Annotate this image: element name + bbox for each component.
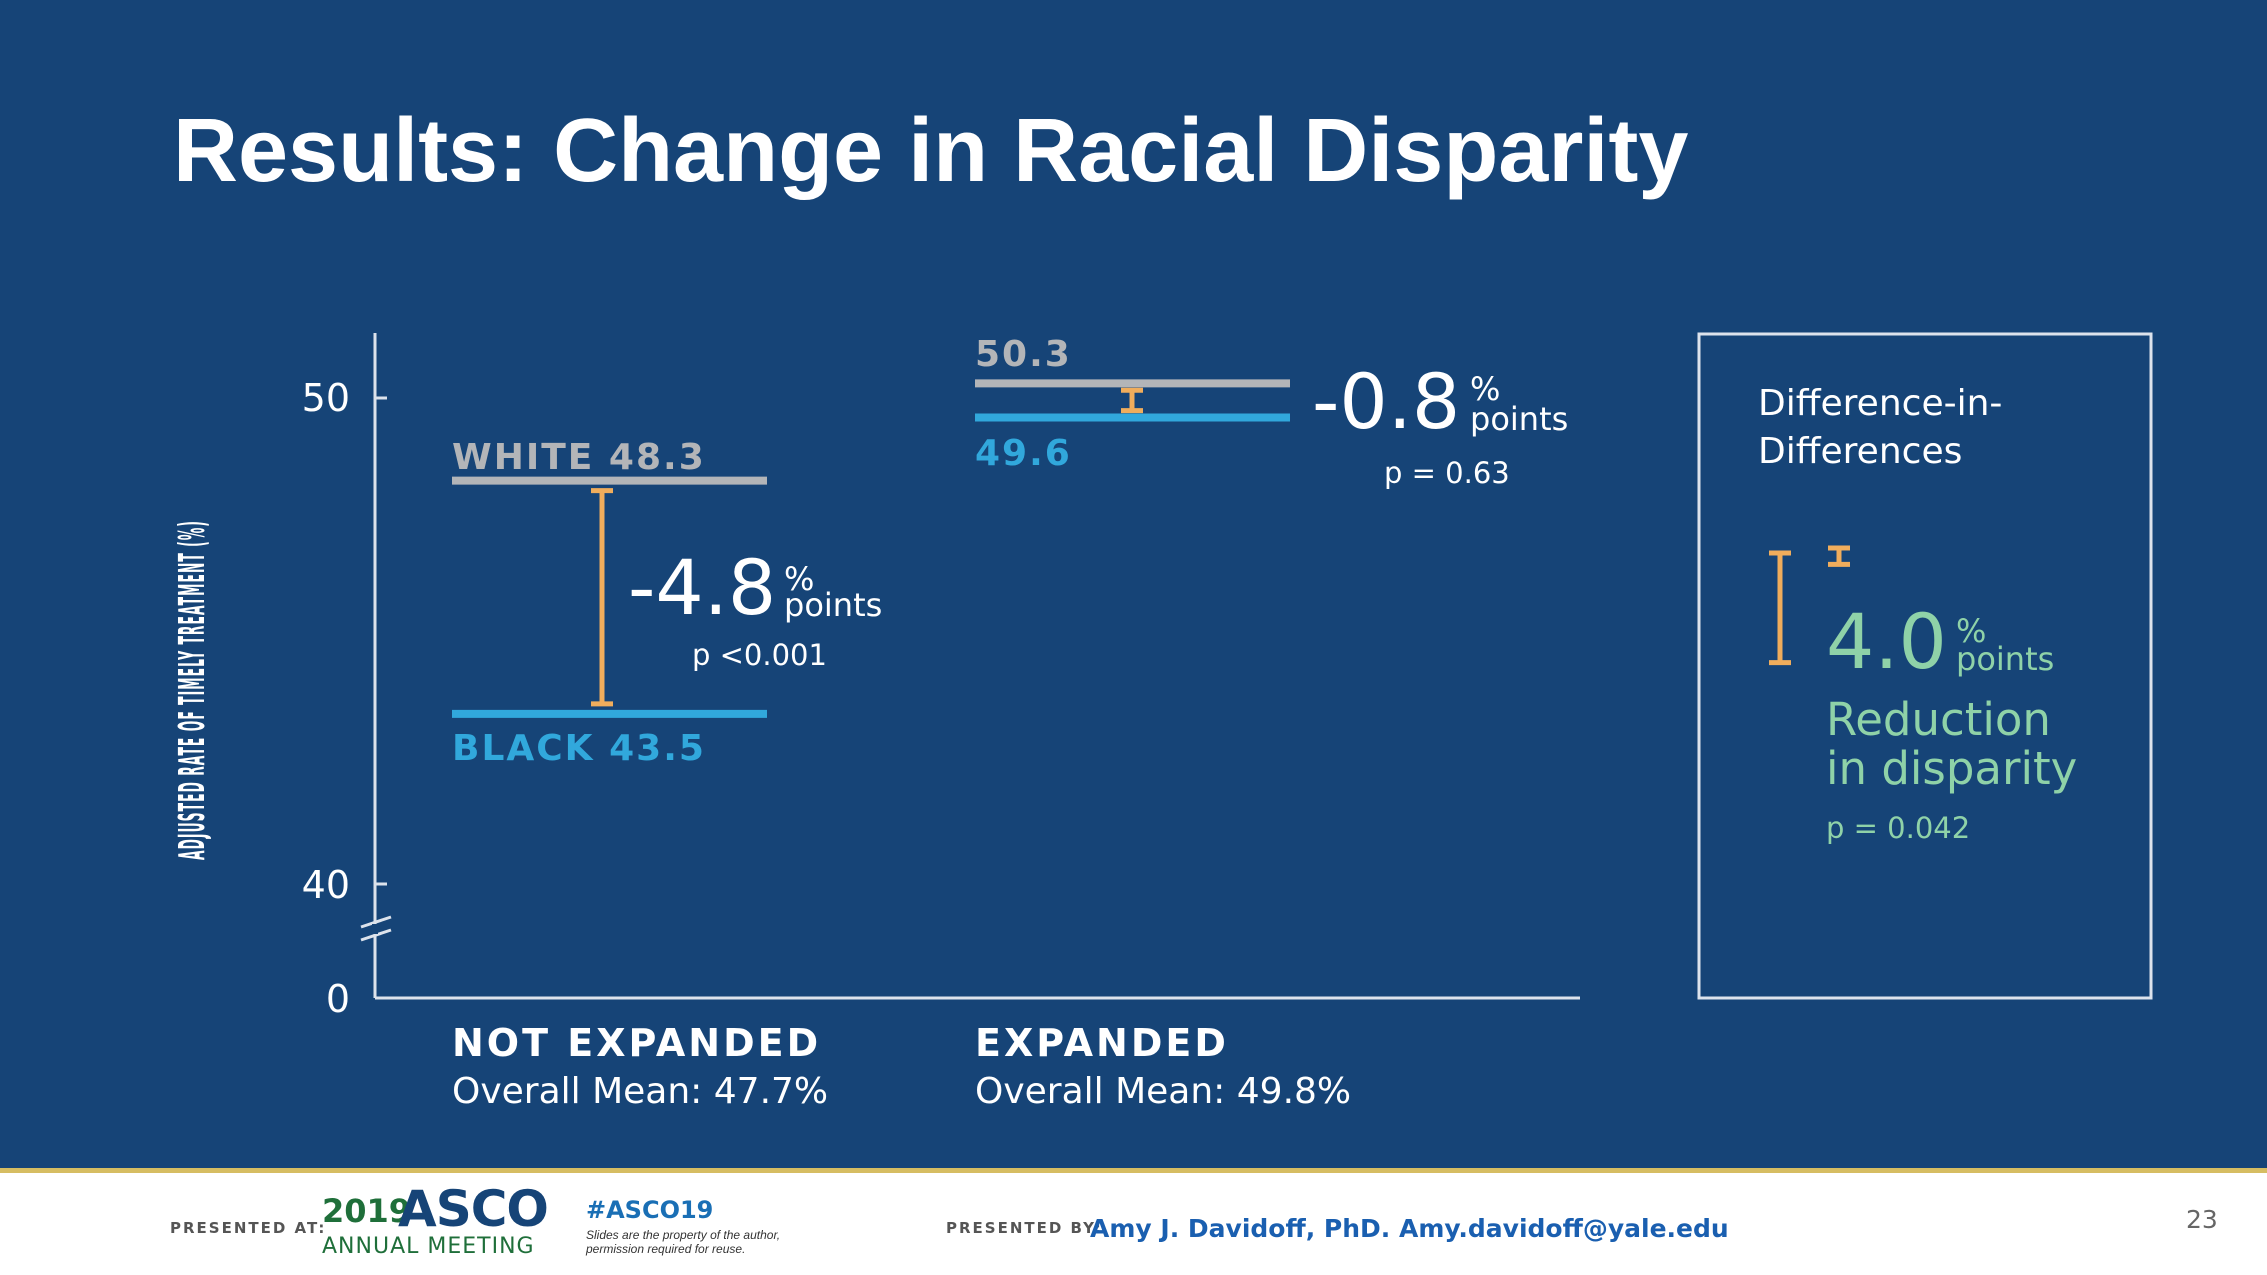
expanded-diff-unit: points xyxy=(1470,400,1568,438)
expanded-black-label: 49.6 xyxy=(975,433,1072,474)
not-expanded-error-bar xyxy=(591,488,613,707)
y-axis-label: ADJUSTED RATE OF TIMELY TREATMENT (%) xyxy=(172,520,213,860)
did-pct: % xyxy=(1956,612,1986,650)
expanded-error-bar xyxy=(1121,387,1143,414)
expanded-p-value: p = 0.63 xyxy=(1384,456,1510,490)
not-expanded-group-label: NOT EXPANDED xyxy=(452,1021,821,1065)
asco-logo: ASCO xyxy=(398,1180,549,1238)
footer-divider xyxy=(0,1168,2267,1173)
presented-by-label: PRESENTED BY: xyxy=(946,1219,1103,1237)
page-number: 23 xyxy=(2186,1205,2218,1234)
did-large-error-bar xyxy=(1769,550,1791,666)
y-tick-label-0: 0 xyxy=(326,977,350,1021)
not-expanded-mean-label: Overall Mean: 47.7% xyxy=(452,1071,828,1112)
y-tick-label-50: 50 xyxy=(302,376,350,420)
did-unit: points xyxy=(1956,640,2054,678)
expanded-mean-label: Overall Mean: 49.8% xyxy=(975,1071,1351,1112)
not-expanded-black-label: BLACK 43.5 xyxy=(452,728,706,769)
not-expanded-p-value: p <0.001 xyxy=(692,638,827,672)
did-label-line2: in disparity xyxy=(1826,742,2077,795)
presenter-info: Amy J. Davidoff, PhD. Amy.davidoff@yale.… xyxy=(1090,1214,1729,1243)
slide-background xyxy=(0,0,2267,1168)
chart: 50 40 0 ADJUSTED RATE OF TIMELY TREATMEN… xyxy=(172,332,2153,1112)
page-title: Results: Change in Racial Disparity xyxy=(173,101,1689,201)
did-heading-line2: Differences xyxy=(1758,431,1962,472)
axis-break-gap xyxy=(372,924,378,934)
expanded-diff-value: -0.8 xyxy=(1312,357,1460,446)
expanded-diff-pct: % xyxy=(1470,370,1500,408)
did-label-line1: Reduction xyxy=(1826,693,2051,746)
did-small-error-bar xyxy=(1828,545,1850,567)
presented-at-label: PRESENTED AT: xyxy=(170,1219,327,1237)
did-heading-line1: Difference-in- xyxy=(1758,383,2002,424)
hashtag: #ASCO19 xyxy=(586,1196,714,1224)
did-p-value: p = 0.042 xyxy=(1826,811,1970,845)
did-value: 4.0 xyxy=(1826,597,1947,686)
axis-break-mark-2 xyxy=(360,928,392,942)
y-tick-label-40: 40 xyxy=(302,863,350,907)
not-expanded-diff-unit: points xyxy=(784,586,882,624)
not-expanded-white-label: WHITE 48.3 xyxy=(452,437,706,478)
asco-logo-year: 2019 xyxy=(322,1192,412,1230)
axis-break-mark-1 xyxy=(360,915,392,929)
expanded-white-label: 50.3 xyxy=(975,334,1072,375)
footer xyxy=(0,1173,2267,1275)
did-box xyxy=(1697,332,2153,1000)
asco-logo-subtitle: ANNUAL MEETING xyxy=(322,1234,535,1259)
not-expanded-diff-pct: % xyxy=(784,560,814,598)
expanded-group-label: EXPANDED xyxy=(975,1021,1229,1065)
not-expanded-diff-value: -4.8 xyxy=(628,543,776,632)
disclaimer: Slides are the property of the author, p… xyxy=(586,1228,781,1256)
